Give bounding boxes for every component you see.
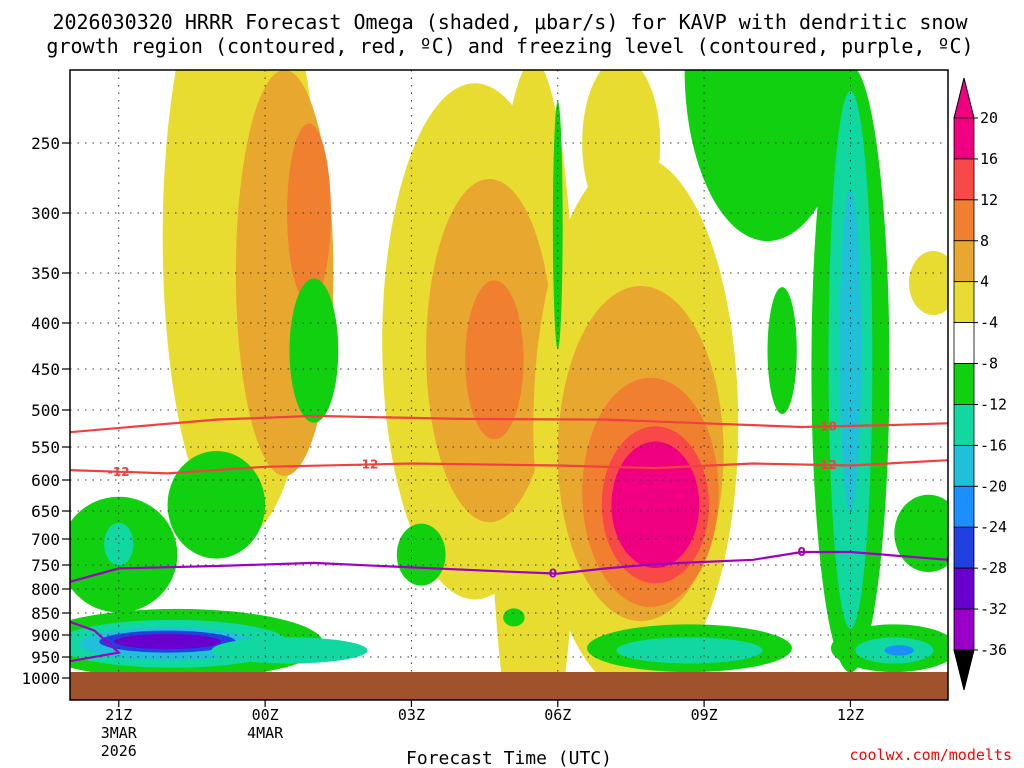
omega-blob-22 — [840, 189, 861, 512]
y-tick-label-750: 750 — [31, 556, 60, 575]
colorbar-segment-11 — [954, 200, 974, 241]
colorbar-label-20: 20 — [980, 109, 998, 127]
chart-title-line1: 2026030320 HRRR Forecast Omega (shaded, … — [52, 10, 968, 34]
y-tick-label-350: 350 — [31, 264, 60, 283]
colorbar-label--8: -8 — [980, 355, 998, 373]
colorbar-label-12: 12 — [980, 191, 998, 209]
colorbar-under-triangle — [954, 650, 974, 690]
omega-blob-17 — [104, 523, 133, 566]
omega-blob-23 — [768, 287, 797, 414]
y-tick-label-400: 400 — [31, 314, 60, 333]
colorbar-label--24: -24 — [980, 518, 1007, 536]
omega-time-height-chart: 2026030320 HRRR Forecast Omega (shaded, … — [0, 0, 1024, 768]
colorbar-label--12: -12 — [980, 395, 1007, 413]
y-tick-label-500: 500 — [31, 401, 60, 420]
omega-blob-37 — [503, 608, 524, 626]
x-tick-label-09Z: 09Z — [691, 706, 718, 724]
omega-blob-11 — [611, 442, 699, 569]
colorbar-segment-6 — [954, 404, 974, 445]
contour-label-dgz-minus-12: -12 — [357, 457, 379, 471]
omega-blob-36 — [885, 645, 914, 656]
colorbar-label--28: -28 — [980, 559, 1007, 577]
colorbar-segment-3 — [954, 527, 974, 568]
colorbar-over-triangle — [954, 78, 974, 118]
x-tick-label-12Z: 12Z — [837, 706, 864, 724]
chart-title-line2: growth region (contoured, red, ºC) and f… — [46, 34, 973, 58]
x-axis-label: Forecast Time (UTC) — [406, 748, 612, 768]
colorbar-label--36: -36 — [980, 641, 1007, 659]
colorbar-segment-10 — [954, 241, 974, 282]
y-tick-label-950: 950 — [31, 648, 60, 667]
y-tick-label-300: 300 — [31, 204, 60, 223]
y-tick-label-250: 250 — [31, 134, 60, 153]
omega-blob-13 — [909, 251, 958, 315]
omega-blob-3 — [287, 123, 331, 302]
contour-label-dgz-minus-12: -12 — [815, 458, 837, 472]
x-tick-label-00Z: 00Z — [252, 706, 279, 724]
y-tick-label-650: 650 — [31, 502, 60, 521]
omega-blob-14 — [290, 278, 339, 422]
x-tick-label-21Z: 21Z — [105, 706, 132, 724]
y-tick-label-550: 550 — [31, 438, 60, 457]
colorbar-segment-7 — [954, 364, 974, 405]
x-tick-label-03Z: 03Z — [398, 706, 425, 724]
omega-blob-15 — [397, 524, 446, 586]
colorbar-segment-8 — [954, 323, 974, 364]
x-tick-label-06Z: 06Z — [544, 706, 571, 724]
y-tick-label-900: 900 — [31, 626, 60, 645]
contour-label-dgz-minus-12: -12 — [108, 465, 130, 479]
colorbar-label-8: 8 — [980, 232, 989, 250]
colorbar: 20 16 12 8 4 -4 -8 -12 -16 -20 -24 -28 -32 -36 — [954, 78, 1007, 690]
credit-link[interactable]: coolwx.com/modelts — [849, 746, 1012, 764]
contour-label-freezing-level-0: 0 — [797, 545, 805, 559]
y-tick-label-700: 700 — [31, 530, 60, 549]
colorbar-segment-13 — [954, 118, 974, 159]
y-tick-label-450: 450 — [31, 360, 60, 379]
colorbar-label--4: -4 — [980, 314, 998, 332]
colorbar-label--20: -20 — [980, 477, 1007, 495]
x-tick-date-21Z: 3MAR — [101, 724, 138, 742]
x-tick-date-00Z: 4MAR — [247, 724, 284, 742]
y-tick-label-800: 800 — [31, 580, 60, 599]
colorbar-label-4: 4 — [980, 273, 989, 291]
colorbar-segment-5 — [954, 445, 974, 486]
omega-blob-31 — [211, 637, 367, 663]
colorbar-segment-4 — [954, 486, 974, 527]
colorbar-segment-1 — [954, 609, 974, 650]
y-tick-label-1000: 1000 — [21, 669, 60, 688]
omega-blob-25 — [894, 495, 962, 572]
colorbar-segment-9 — [954, 282, 974, 323]
contour-label-freezing-level-0: 0 — [549, 566, 557, 580]
colorbar-segment-12 — [954, 159, 974, 200]
y-tick-label-600: 600 — [31, 471, 60, 490]
colorbar-label--32: -32 — [980, 600, 1007, 618]
omega-blob-30 — [114, 634, 221, 649]
colorbar-label-16: 16 — [980, 150, 998, 168]
contour-label-dgz-minus-18: -18 — [815, 419, 837, 433]
colorbar-segment-2 — [954, 568, 974, 609]
y-axis: 250 300 350 400 450 500 550 600 650 700 750 800 850 9… — [21, 134, 70, 688]
ground-surface — [70, 672, 948, 700]
omega-blob-33 — [616, 637, 762, 663]
x-tick-year-21Z: 2026 — [101, 742, 137, 760]
colorbar-label--16: -16 — [980, 436, 1007, 454]
omega-blob-6 — [465, 280, 524, 439]
y-tick-label-850: 850 — [31, 604, 60, 623]
